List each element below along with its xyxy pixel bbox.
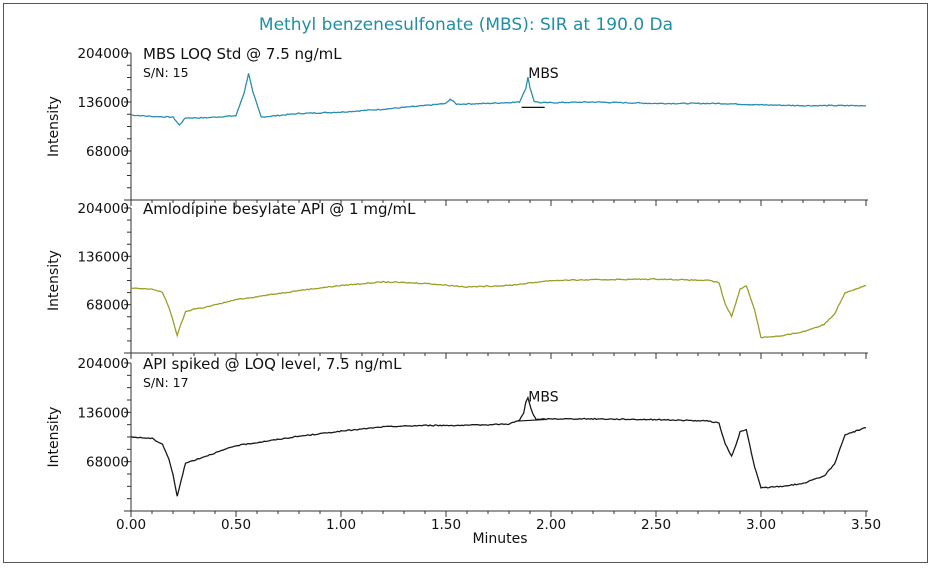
series-line [130,277,867,339]
peak-label: MBS [528,66,558,82]
y-tick-label: 204000 [77,201,129,217]
y-tick-label: 136000 [77,95,129,111]
x-tick-label: 1.00 [326,517,356,533]
signal-to-noise-label: S/N: 15 [143,65,189,80]
x-tick-label: 2.00 [536,517,566,533]
peak-baseline [517,418,545,422]
series-line [130,395,867,497]
peak-label: MBS [528,389,558,405]
panel-label: Amlodipine besylate API @ 1 mg/mL [143,200,416,218]
panel-label: API spiked @ LOQ level, 7.5 ng/mL [143,355,402,373]
x-tick-label: 3.50 [851,517,881,533]
x-tick-label: 1.50 [431,517,461,533]
y-axis-title: Intensity [46,407,62,468]
panel-label: MBS LOQ Std @ 7.5 ng/mL [143,45,342,63]
x-tick-label: 0.00 [116,517,146,533]
panel-2: 68000 136000 204000 Intensity Amlodipine bes… [46,200,868,359]
y-tick-label: 136000 [77,405,129,421]
y-tick-label: 68000 [86,298,129,314]
y-axis-title: Intensity [46,96,62,157]
y-tick-label: 204000 [77,46,129,62]
series-line [131,73,867,126]
y-tick-label: 136000 [77,249,129,265]
panels-layer: 68000 136000 204000 Intensity MBS LOQ Std @ … [46,45,881,533]
x-tick-label: 2.50 [641,517,671,533]
x-axis-title: Minutes [472,531,527,547]
panel-1: 68000 136000 204000 Intensity MBS LOQ Std @ … [46,45,868,206]
signal-to-noise-label: S/N: 17 [143,375,189,390]
chart-title: Methyl benzenesulfonate (MBS): SIR at 19… [259,15,673,35]
y-axis-title: Intensity [46,250,62,311]
chart-frame [3,3,928,563]
y-tick-label: 68000 [86,144,129,160]
panel-3: 68000 136000 204000 Intensity API spiked @ L… [46,355,881,533]
x-tick-label: 3.00 [746,517,776,533]
y-tick-label: 204000 [77,356,129,372]
y-tick-label: 68000 [86,455,129,471]
x-tick-label: 0.50 [221,517,251,533]
